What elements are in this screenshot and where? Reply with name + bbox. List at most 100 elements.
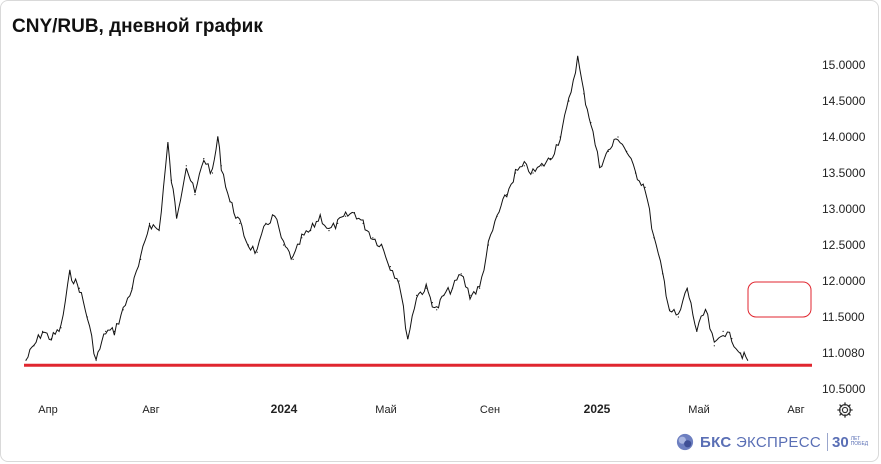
data-point — [479, 287, 481, 289]
data-point — [345, 215, 347, 217]
data-point — [696, 330, 698, 332]
y-tick-label: 14.0000 — [822, 130, 866, 144]
y-tick-label: 11.5000 — [822, 310, 865, 324]
data-point — [158, 230, 160, 232]
bks-logo-icon — [676, 433, 694, 451]
data-point — [256, 251, 258, 253]
data-point — [532, 172, 534, 174]
data-point — [292, 258, 294, 260]
data-point — [416, 294, 418, 296]
data-point — [599, 165, 601, 167]
data-point — [239, 222, 241, 224]
data-point — [662, 273, 664, 275]
data-point — [220, 165, 222, 167]
y-tick-label: 12.0000 — [822, 274, 866, 288]
x-tick-label: Апр — [38, 404, 57, 416]
data-point — [559, 136, 561, 138]
data-point — [167, 143, 169, 145]
data-point — [443, 294, 445, 296]
logo-separator — [827, 433, 828, 451]
data-point — [451, 287, 454, 289]
data-point — [590, 122, 592, 124]
data-point — [713, 345, 715, 347]
data-point — [541, 165, 543, 167]
data-point — [653, 237, 655, 239]
data-point — [105, 330, 107, 332]
x-tick-label: 2025 — [584, 402, 611, 416]
data-point — [644, 186, 646, 188]
data-point — [523, 165, 525, 167]
price-zone-highlight — [747, 281, 812, 318]
data-point — [704, 309, 707, 311]
data-point — [274, 215, 276, 217]
data-point — [686, 287, 688, 289]
data-point — [185, 165, 187, 167]
data-point — [669, 309, 671, 311]
x-tick-label: Авг — [787, 404, 804, 416]
x-tick-label: Сен — [480, 404, 500, 416]
data-point — [203, 158, 205, 160]
data-point — [113, 330, 115, 332]
data-point — [514, 172, 517, 174]
data-point — [506, 194, 508, 196]
data-point — [50, 338, 53, 340]
data-point — [549, 158, 552, 160]
data-point — [42, 330, 44, 332]
data-point — [634, 172, 637, 174]
data-point — [86, 316, 88, 318]
data-point — [95, 359, 97, 361]
data-point — [148, 222, 151, 224]
y-tick-label: 13.0000 — [822, 202, 866, 216]
data-point — [372, 237, 374, 239]
data-point — [122, 309, 124, 311]
data-point — [607, 150, 609, 152]
y-tick-label: 10.5000 — [822, 382, 866, 396]
settings-gear-icon[interactable] — [836, 401, 854, 419]
x-tick-label: Авг — [142, 404, 159, 416]
data-point — [69, 273, 71, 275]
data-point — [265, 222, 267, 224]
logo-anniversary-text: ЛЕТ ПОБЕД — [850, 436, 869, 447]
series-line-0 — [25, 55, 749, 362]
x-tick-label: Май — [375, 404, 397, 416]
logo-anniversary-number: 30 — [832, 433, 849, 451]
data-point — [140, 258, 142, 260]
data-point — [310, 230, 312, 232]
data-point — [425, 287, 427, 289]
data-point — [731, 338, 733, 340]
data-point — [389, 266, 391, 268]
x-tick-label: 2024 — [271, 402, 298, 416]
data-point — [583, 93, 585, 95]
data-point — [301, 237, 303, 239]
data-point — [407, 338, 409, 340]
y-tick-label: 15.0000 — [822, 58, 866, 72]
data-point — [217, 136, 219, 138]
data-point — [211, 172, 214, 174]
data-point — [60, 327, 62, 329]
data-point — [33, 345, 35, 347]
y-tick-label: 14.5000 — [822, 94, 866, 108]
data-point — [487, 244, 489, 246]
data-point — [398, 280, 400, 282]
data-point — [626, 150, 628, 152]
data-point — [568, 100, 570, 102]
logo-brand: БКС ЭКСПРЕСС — [700, 433, 821, 451]
data-point — [460, 273, 462, 275]
series-layer — [25, 55, 749, 362]
data-point — [282, 244, 285, 246]
data-point — [431, 302, 433, 304]
x-tick-label: Май — [688, 404, 710, 416]
data-point — [247, 244, 249, 246]
data-point — [194, 194, 196, 196]
data-point — [740, 352, 742, 354]
data-point — [337, 222, 339, 224]
data-point — [380, 244, 383, 246]
data-point — [25, 359, 27, 361]
data-point — [496, 215, 498, 217]
y-tick-label: 11.0080 — [822, 346, 865, 360]
data-point — [229, 201, 231, 203]
data-point — [328, 230, 330, 232]
data-point — [353, 212, 355, 214]
